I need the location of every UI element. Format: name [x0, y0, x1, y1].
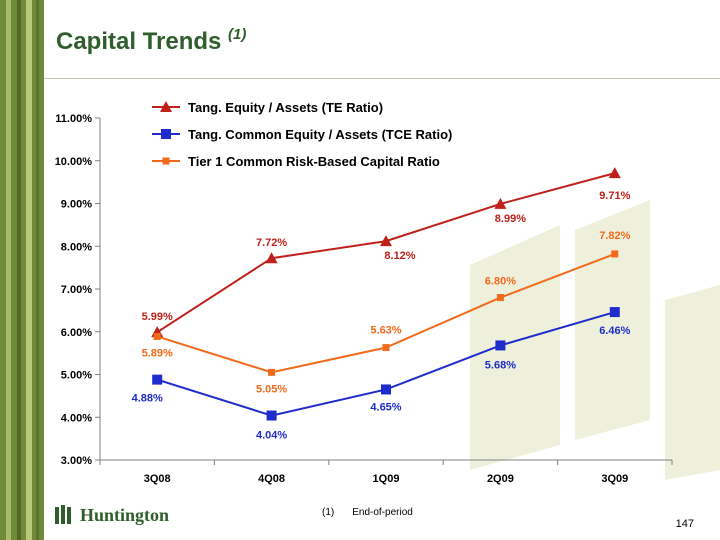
y-tick-label: 8.00%: [61, 241, 92, 253]
legend-label: Tang. Common Equity / Assets (TCE Ratio): [188, 127, 452, 142]
data-label: 4.88%: [132, 393, 163, 405]
data-point: [611, 250, 619, 258]
huntington-logo: Huntington: [54, 503, 169, 527]
legend-marker: [160, 101, 172, 112]
data-label: 5.99%: [142, 311, 173, 323]
data-label: 5.89%: [142, 347, 173, 359]
logo-text: Huntington: [80, 504, 170, 525]
data-label: 7.82%: [599, 230, 630, 242]
footnote-marker: (1): [322, 507, 335, 518]
x-tick-label: 4Q08: [258, 473, 285, 485]
page-title: Capital Trends (1): [56, 26, 246, 56]
data-label: 4.04%: [256, 430, 287, 442]
logo-mark-icon: [55, 505, 71, 524]
y-tick-label: 5.00%: [61, 370, 92, 382]
y-tick-label: 7.00%: [61, 284, 92, 296]
data-point: [153, 332, 161, 340]
data-point: [265, 252, 278, 264]
title-divider: [44, 78, 720, 79]
title-text: Capital Trends: [56, 28, 222, 55]
footnote: (1) End-of-period: [322, 507, 413, 518]
data-label: 9.71%: [599, 190, 630, 202]
data-point: [496, 294, 504, 302]
x-tick-label: 1Q09: [373, 473, 400, 485]
y-tick-label: 10.00%: [55, 156, 93, 168]
data-point: [494, 197, 507, 209]
data-label: 5.05%: [256, 383, 287, 395]
data-label: 8.12%: [384, 250, 415, 262]
decorative-stripes: [0, 0, 44, 540]
legend-label: Tang. Equity / Assets (TE Ratio): [188, 100, 383, 115]
legend-label: Tier 1 Common Risk-Based Capital Ratio: [188, 154, 440, 169]
data-point: [495, 340, 506, 351]
y-tick-label: 6.00%: [61, 327, 92, 339]
y-tick-label: 4.00%: [61, 412, 92, 424]
y-tick-label: 9.00%: [61, 199, 92, 211]
data-point: [382, 344, 390, 352]
page-number: 147: [675, 518, 694, 530]
data-label: 8.99%: [495, 213, 526, 225]
data-point: [381, 384, 391, 395]
x-tick-label: 2Q09: [487, 473, 514, 485]
data-label: 5.63%: [370, 325, 401, 337]
data-point: [152, 374, 163, 385]
data-label: 6.46%: [599, 325, 630, 337]
data-point: [266, 410, 277, 421]
title-footnote-marker: (1): [228, 26, 247, 43]
x-tick-label: 3Q09: [601, 473, 628, 485]
data-point: [609, 307, 620, 318]
y-tick-label: 11.00%: [55, 113, 92, 125]
data-point: [268, 368, 276, 376]
data-label: 4.65%: [370, 401, 401, 413]
legend-marker: [161, 129, 171, 139]
x-tick-label: 3Q08: [144, 473, 171, 485]
data-label: 7.72%: [256, 237, 287, 249]
data-label: 6.80%: [485, 276, 516, 288]
data-label: 5.68%: [485, 359, 516, 371]
data-point: [608, 167, 621, 179]
data-point: [380, 235, 392, 247]
footnote-text: End-of-period: [352, 507, 413, 518]
legend-marker: [162, 157, 170, 165]
y-tick-label: 3.00%: [61, 455, 92, 467]
series-line: [156, 253, 616, 374]
